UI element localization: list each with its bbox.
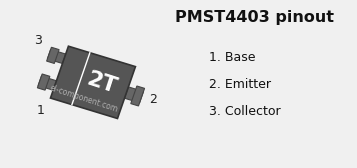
Polygon shape xyxy=(47,47,59,64)
Text: 3: 3 xyxy=(34,34,42,47)
Polygon shape xyxy=(47,49,66,64)
Text: 1. Base: 1. Base xyxy=(209,51,256,64)
Text: 2: 2 xyxy=(150,93,157,106)
Polygon shape xyxy=(125,87,144,103)
Text: 2. Emitter: 2. Emitter xyxy=(209,78,271,91)
Text: el-component.com: el-component.com xyxy=(48,83,119,114)
Polygon shape xyxy=(38,76,56,90)
Text: 2T: 2T xyxy=(84,69,120,98)
Text: 1: 1 xyxy=(37,104,45,117)
Polygon shape xyxy=(50,46,135,118)
Text: PMST4403 pinout: PMST4403 pinout xyxy=(176,10,335,25)
Text: 3. Collector: 3. Collector xyxy=(209,105,281,118)
Polygon shape xyxy=(131,86,145,106)
Polygon shape xyxy=(37,74,50,90)
